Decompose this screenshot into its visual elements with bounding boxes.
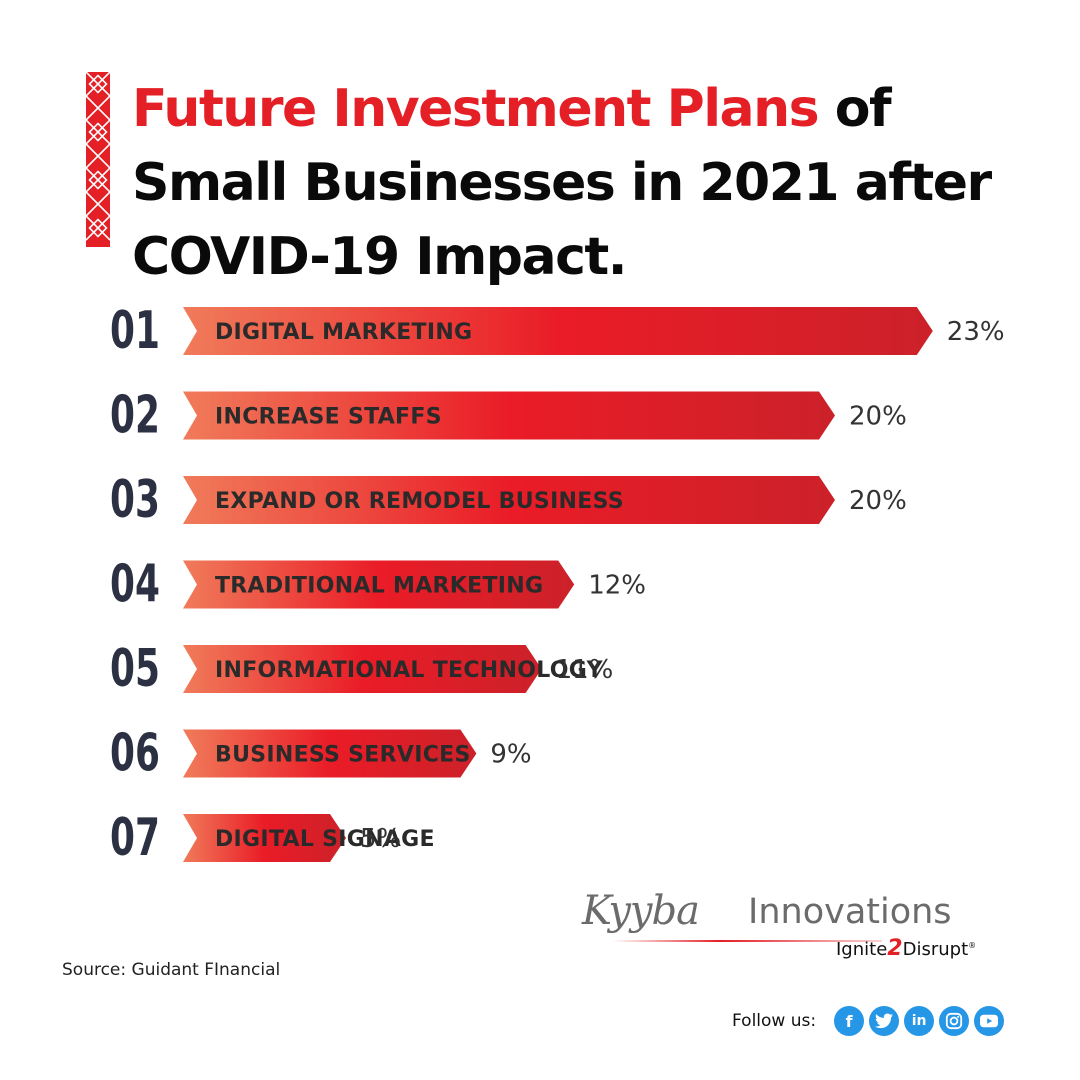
rank-number: 07 <box>110 809 160 868</box>
rank-number: 03 <box>110 471 160 530</box>
tagline-ignite: Ignite <box>836 939 888 960</box>
rank-number: 01 <box>110 302 160 361</box>
follow-label: Follow us: <box>732 1011 817 1031</box>
instagram-camera-icon <box>945 1012 963 1030</box>
linkedin-glyph: in <box>911 1013 927 1029</box>
rank-number: 05 <box>110 640 160 699</box>
title-highlight: Future Investment Plans <box>132 79 820 139</box>
tagline-two: 2 <box>887 936 903 961</box>
facebook-icon[interactable]: f <box>834 1006 865 1036</box>
twitter-bird-icon <box>875 1013 894 1029</box>
bar <box>183 476 835 524</box>
value-label: 12% <box>588 571 646 601</box>
bar <box>183 391 835 440</box>
twitter-icon[interactable] <box>869 1006 900 1036</box>
rank-number: 04 <box>110 555 160 614</box>
logo-tagline: Ignite2Disrupt® <box>836 936 976 961</box>
bar <box>183 307 933 355</box>
rank-number: 06 <box>110 724 160 783</box>
category-label: TRADITIONAL MARKETING <box>215 574 543 599</box>
value-label: 23% <box>947 317 1005 347</box>
linkedin-icon[interactable]: in <box>904 1006 935 1036</box>
title-line-3: COVID-19 Impact. <box>132 227 628 287</box>
page-title: Future Investment Plans of Small Busines… <box>132 72 1052 294</box>
value-label: 5% <box>360 824 401 854</box>
category-label: INCREASE STAFFS <box>215 405 442 430</box>
bar-chart: 01 DIGITAL MARKETING 23% 02 INCREASE STAFFS 2… <box>110 302 1005 868</box>
category-label: EXPAND OR REMODEL BUSINESS <box>215 489 624 514</box>
rank-number: 02 <box>110 386 160 445</box>
instagram-icon[interactable] <box>939 1006 970 1036</box>
logo-wordmark: Kyyba <box>582 888 700 934</box>
category-label: DIGITAL SIGNAGE <box>215 827 435 852</box>
value-label: 11% <box>556 655 614 685</box>
tagline-disrupt: Disrupt <box>902 939 969 960</box>
youtube-play-icon <box>980 1014 999 1028</box>
title-line-1: Future Investment Plans of <box>132 72 1052 146</box>
value-label: 20% <box>849 402 907 432</box>
kyyba-logo: Kyyba Innovations Ignite2Disrupt® <box>582 888 1012 968</box>
value-label: 20% <box>849 486 907 516</box>
follow-us-bar: Follow us: f in <box>732 1006 1009 1036</box>
logo-underline <box>612 940 882 942</box>
logo-name: Innovations <box>748 892 952 932</box>
bar <box>183 814 346 862</box>
bar <box>183 729 477 778</box>
youtube-icon[interactable] <box>974 1006 1005 1036</box>
title-line-2: Small Businesses in 2021 after <box>132 153 992 213</box>
bar <box>183 645 542 693</box>
tagline-registered: ® <box>968 941 977 950</box>
bar <box>183 560 575 609</box>
source-note: Source: Guidant FInancial <box>62 960 281 980</box>
category-label: BUSINESS SERVICES <box>215 743 471 768</box>
category-label: DIGITAL MARKETING <box>215 320 472 345</box>
category-label: INFORMATIONAL TECHNOLOGY <box>215 658 604 683</box>
facebook-glyph: f <box>845 1011 853 1031</box>
title-line-1-rest: of <box>818 79 892 139</box>
value-label: 9% <box>490 740 531 770</box>
decorative-pattern-strip <box>86 72 110 247</box>
